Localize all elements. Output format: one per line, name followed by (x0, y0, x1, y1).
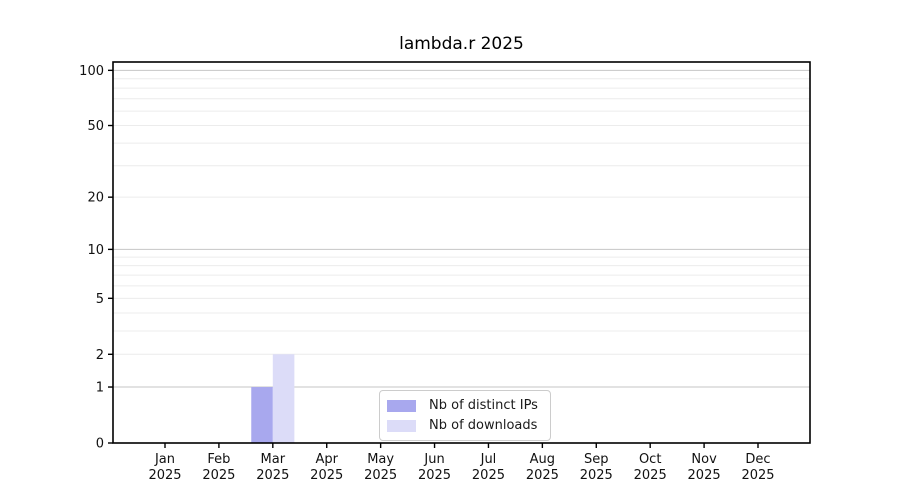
plot-frame (112, 61, 811, 444)
x-axis-labels: Jan 2025 Feb 2025 Mar 2025 Apr 2025 May 2025 Jun 20… (148, 452, 774, 483)
legend-swatch-distinct-ips-icon (387, 399, 416, 412)
y-axis-ticks (108, 69, 113, 444)
legend-swatch-downloads-icon (387, 419, 416, 432)
legend-item-distinct-ips: Nb of distinct IPs (387, 398, 542, 413)
svg-text:10: 10 (87, 243, 104, 258)
chart-title: lambda.r 2025 (399, 34, 524, 54)
svg-text:100: 100 (79, 64, 104, 79)
svg-text:0: 0 (96, 437, 104, 452)
svg-text:5: 5 (96, 292, 104, 307)
bars-series-0 (251, 387, 273, 443)
legend: Nb of distinct IPs Nb of downloads (379, 390, 551, 441)
bars-series-1 (272, 354, 295, 443)
svg-text:20: 20 (87, 191, 104, 206)
legend-item-downloads: Nb of downloads (387, 418, 542, 433)
grid-minor-lines (113, 78, 810, 355)
svg-text:2: 2 (96, 348, 104, 363)
svg-text:50: 50 (87, 119, 104, 134)
grid-major-lines (113, 69, 810, 388)
svg-text:1: 1 (96, 381, 104, 396)
y-axis-labels: 0 1 2 5 10 20 50 100 (79, 64, 104, 452)
legend-label-distinct-ips: Nb of distinct IPs (429, 398, 538, 413)
bar (251, 387, 273, 443)
x-axis-ticks (164, 443, 759, 448)
bar (272, 354, 295, 443)
legend-label-downloads: Nb of downloads (429, 418, 538, 433)
